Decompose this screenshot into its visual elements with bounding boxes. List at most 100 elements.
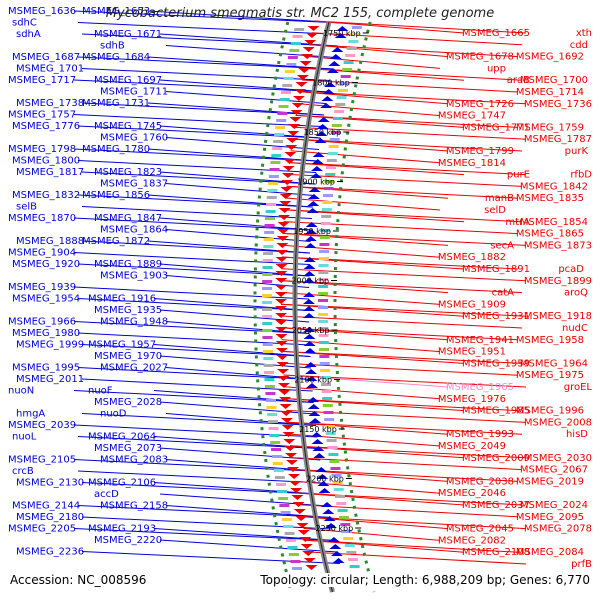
gene-label-right: MSMEG_1854 (520, 217, 588, 228)
reverse-gene (284, 152, 297, 157)
reverse-gene (286, 138, 299, 143)
gene-label-right: MSMEG_2045 (446, 524, 514, 535)
leader-left (147, 10, 344, 24)
gene-label-right: MSMEG_1975 (516, 370, 584, 381)
reverse-gene (301, 54, 314, 59)
feature-block (279, 98, 290, 101)
kbp-label: 1950 kbp (293, 227, 331, 236)
reverse-gene (277, 222, 290, 227)
leader-right (309, 44, 519, 58)
forward-gene (324, 82, 337, 87)
leader-right (282, 350, 523, 364)
feature-block (325, 173, 336, 176)
feature-block (318, 334, 329, 337)
gene-label-left: MSMEG_1800 (12, 156, 80, 167)
feature-block (318, 299, 329, 302)
feature-block (318, 320, 329, 323)
forward-gene (303, 299, 316, 304)
feature-block (326, 439, 337, 442)
forward-gene (303, 306, 316, 311)
gene-label-right: groEL (564, 382, 593, 393)
map-title: Mycobacterium smegmatis str. MC2 155, co… (105, 6, 495, 21)
forward-gene (307, 404, 320, 409)
feature-block (321, 215, 332, 218)
reverse-gene (286, 467, 299, 472)
gene-label-left: MSMEG_2106 (88, 478, 156, 489)
gene-label-right: selD (484, 205, 506, 216)
forward-gene (321, 96, 334, 101)
reverse-gene (279, 194, 292, 199)
gene-label-right: MSMEG_1951 (438, 347, 506, 358)
feature-block (263, 238, 274, 241)
feature-block (283, 77, 294, 80)
gene-label-right: rfbD (570, 170, 592, 181)
reverse-gene (289, 117, 302, 122)
forward-gene (308, 187, 321, 192)
feature-block (273, 469, 284, 472)
leader-right (291, 457, 523, 471)
feature-block (343, 537, 354, 540)
reverse-gene (275, 257, 288, 262)
reverse-gene (290, 110, 303, 115)
gene-label-right: MSMEG_2078 (524, 524, 592, 535)
genome-info-text: Topology: circular; Length: 6,988,209 bp… (258, 573, 592, 587)
gene-label-right: prfB (571, 559, 592, 570)
leader-right (299, 504, 519, 518)
feature-block (262, 287, 273, 290)
reverse-gene (296, 523, 309, 528)
forward-gene (311, 439, 324, 444)
gene-label-right: MSMEG_1665 (462, 28, 530, 39)
gene-label-right: MSMEG_1678 (446, 52, 514, 63)
leader-right (301, 79, 519, 93)
gene-label-right: MSMEG_1842 (520, 181, 588, 192)
gene-label-right: MSMEG_1736 (524, 99, 592, 110)
forward-gene (325, 523, 338, 528)
reverse-gene (303, 558, 316, 563)
gene-label-left: MSMEG_2193 (88, 524, 156, 535)
gene-label-right: MSMEG_1931 (462, 311, 530, 322)
feature-block (268, 182, 279, 185)
leader-right (299, 91, 449, 105)
leader-right (295, 480, 441, 494)
feature-block (325, 432, 336, 435)
leader-right (289, 162, 465, 176)
feature-block (262, 322, 273, 325)
gene-label-right: MSMEG_1993 (446, 429, 514, 440)
forward-gene (306, 383, 319, 388)
leader-left (81, 240, 310, 254)
gene-label-right: MSMEG_1787 (524, 134, 592, 145)
feature-block (319, 362, 330, 365)
gene-label-right: MSMEG_2049 (438, 441, 506, 452)
feature-block (264, 371, 275, 374)
leader-right (297, 103, 441, 117)
feature-block (277, 112, 288, 115)
gene-label-left: MSMEG_2027 (100, 363, 168, 374)
leader-right (282, 362, 519, 376)
leader-right (311, 32, 523, 46)
feature-block (264, 231, 275, 234)
feature-block (265, 210, 276, 213)
feature-block (349, 565, 360, 568)
gene-label-right: MSMEG_1996 (516, 406, 584, 417)
forward-gene (311, 159, 324, 164)
feature-block (320, 229, 331, 232)
reverse-gene (275, 292, 288, 297)
forward-gene (310, 173, 323, 178)
forward-gene (303, 278, 316, 283)
feature-block (324, 425, 335, 428)
leader-left (77, 367, 312, 380)
guide-arc (253, 21, 293, 593)
leader-left (165, 321, 310, 334)
leader-left (159, 33, 338, 47)
feature-block (321, 208, 332, 211)
feature-block (327, 446, 338, 449)
leader-right (293, 126, 527, 140)
gene-label-left: selB (16, 202, 37, 213)
reverse-gene (275, 334, 288, 339)
gene-label-left: MSMEG_1916 (88, 294, 156, 305)
reverse-gene (275, 313, 288, 318)
gene-label-right: MSMEG_1891 (462, 264, 530, 275)
reverse-gene (275, 306, 288, 311)
feature-block (334, 495, 345, 498)
forward-gene (312, 152, 325, 157)
